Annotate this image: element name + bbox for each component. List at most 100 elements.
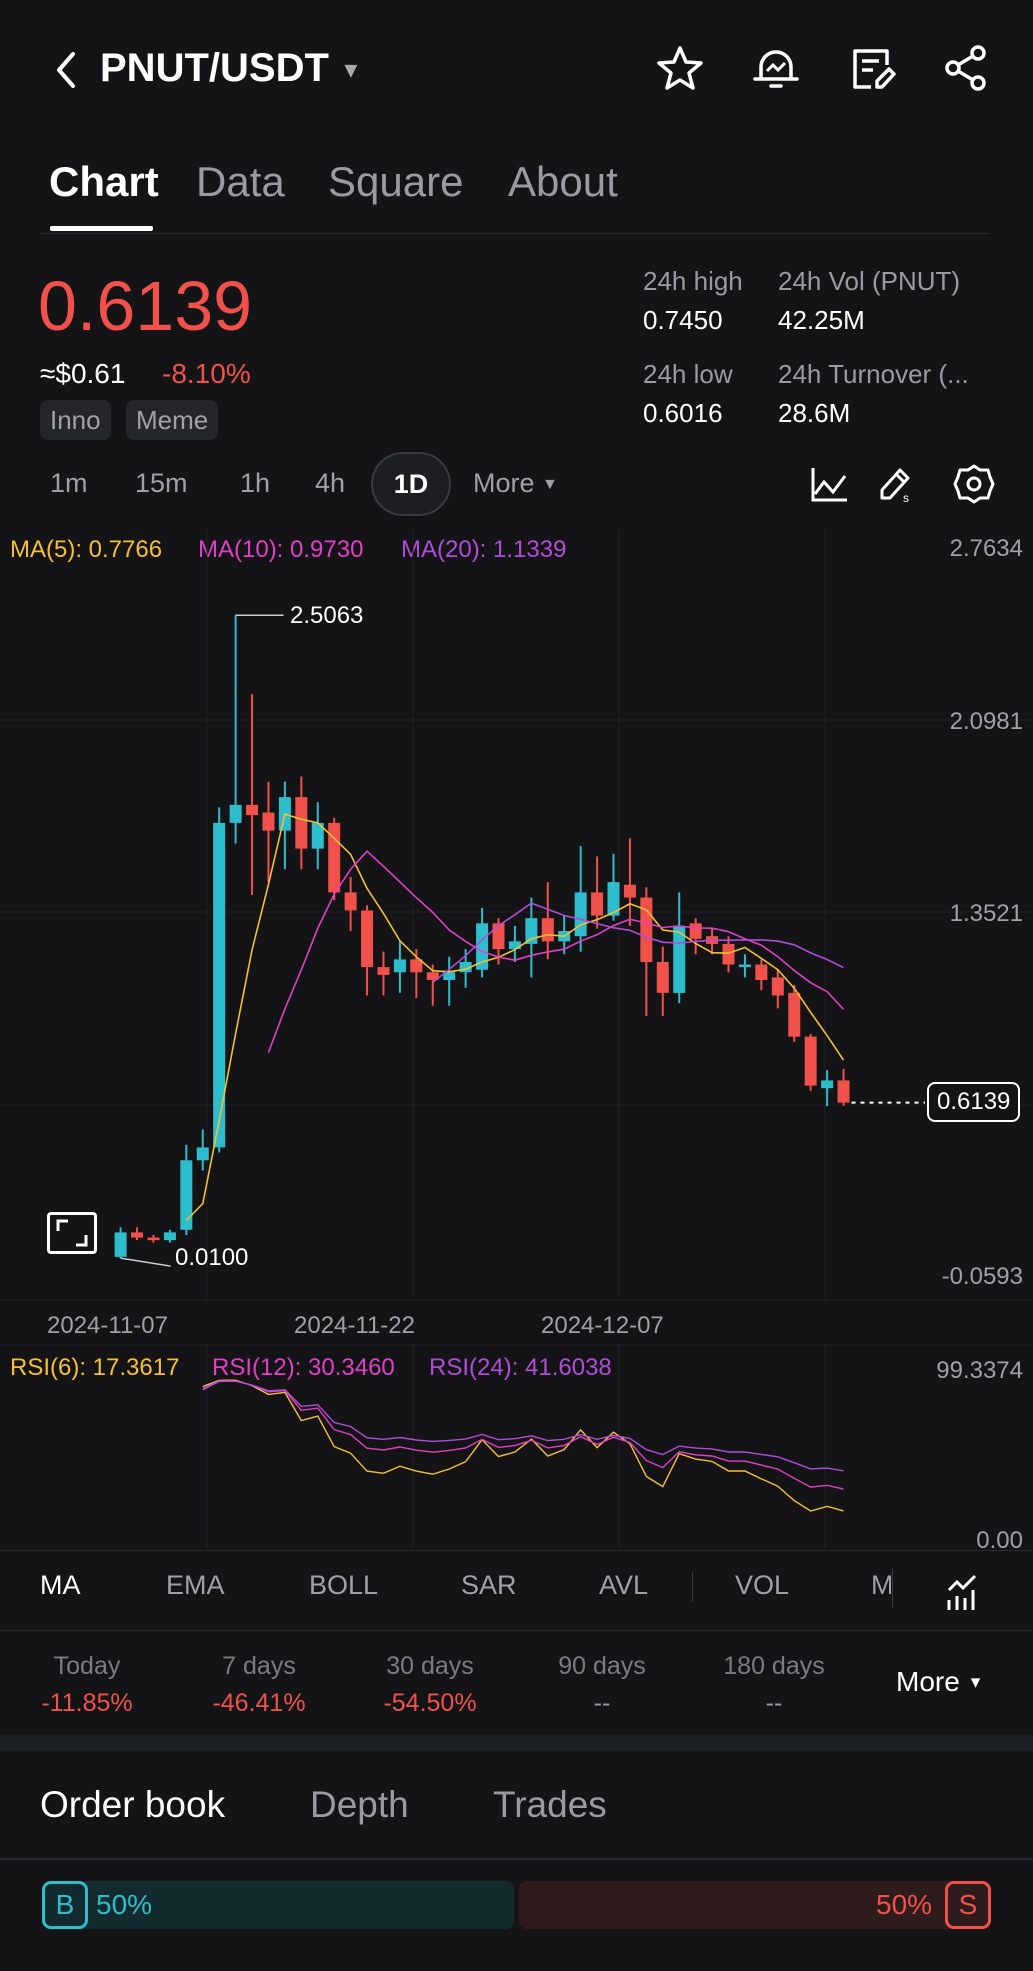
interval-1h[interactable]: 1h	[240, 468, 271, 498]
change-value: -46.41%	[212, 1689, 306, 1717]
tab-about[interactable]: About	[508, 158, 618, 205]
tab-depth[interactable]: Depth	[310, 1784, 409, 1825]
candle-body	[525, 918, 538, 944]
notes-button[interactable]	[846, 42, 898, 94]
interval-more[interactable]: More ▼	[473, 468, 558, 499]
x-tick: 2024-11-07	[47, 1312, 168, 1339]
indicator-settings-button[interactable]	[937, 1566, 989, 1618]
change-value: --	[765, 1689, 783, 1717]
candle-body	[262, 812, 275, 831]
tab-trades[interactable]: Trades	[493, 1784, 607, 1825]
sell-ratio-bar	[519, 1881, 991, 1929]
ma20-line	[432, 902, 844, 984]
max-price-label: 2.5063	[290, 602, 364, 629]
indicator-divider-top	[0, 1550, 1033, 1551]
ma10-legend: MA(10): 0.9730	[198, 536, 364, 563]
interval-4h[interactable]: 4h	[315, 468, 346, 498]
change-value: --	[593, 1689, 611, 1717]
candle-body	[476, 923, 489, 970]
expand-icon	[56, 1219, 88, 1247]
indicator-separator	[692, 1572, 693, 1602]
candle-body	[295, 797, 308, 849]
tab-square[interactable]: Square	[328, 158, 464, 205]
candle-body	[163, 1232, 176, 1241]
tab-data[interactable]: Data	[196, 158, 285, 205]
candle-body	[377, 967, 390, 975]
tab-chart-underline	[50, 226, 153, 231]
indicator-separator	[892, 1568, 893, 1608]
indicator-sar[interactable]: SAR	[461, 1570, 517, 1600]
min-price-label: 0.0100	[175, 1244, 249, 1271]
changes-more-button[interactable]: More ▼	[896, 1666, 983, 1698]
candle-body	[393, 959, 406, 973]
price-alert-button[interactable]	[750, 42, 802, 94]
rsi12-line	[202, 1380, 844, 1490]
tag-meme[interactable]: Meme	[126, 400, 219, 440]
candle-body	[311, 822, 324, 849]
pair-selector[interactable]: PNUT/USDT ▼	[100, 46, 362, 91]
interval-15m[interactable]: 15m	[135, 468, 188, 498]
share-button[interactable]	[940, 42, 992, 94]
chart-type-button[interactable]	[803, 458, 855, 510]
usd-price: ≈$0.61	[40, 358, 126, 389]
change-value: -11.85%	[41, 1689, 133, 1717]
tag-inno[interactable]: Inno	[40, 400, 111, 440]
candle-body	[574, 892, 587, 937]
indicator-avl[interactable]: AVL	[599, 1570, 649, 1600]
interval-1m[interactable]: 1m	[50, 468, 88, 498]
low-label: 24h low	[643, 359, 733, 389]
low-value: 0.6016	[643, 398, 723, 428]
candle-body	[788, 992, 801, 1037]
rsi-y-tick: 0.00	[976, 1527, 1023, 1554]
candle-body	[821, 1080, 834, 1089]
ma20-legend: MA(20): 1.1339	[401, 536, 567, 563]
rsi24-legend: RSI(24): 41.6038	[429, 1354, 612, 1381]
interval-1d[interactable]: 1D	[371, 452, 451, 516]
candle-body	[771, 977, 784, 996]
candle-body	[213, 822, 226, 1148]
change-label: Today	[53, 1652, 121, 1680]
turnover-value: 28.6M	[778, 398, 851, 428]
change-label: 180 days	[723, 1652, 825, 1680]
indicator-chart-icon	[947, 1574, 977, 1610]
candle-body	[196, 1147, 209, 1161]
candlestick-chart[interactable]	[0, 0, 1033, 1560]
indicator-ma[interactable]: MA	[40, 1570, 81, 1600]
fullscreen-button[interactable]	[47, 1212, 97, 1254]
price-alert-icon	[753, 50, 799, 88]
orderbook-divider	[0, 1858, 1033, 1860]
change-today: Today -11.85%	[12, 1652, 162, 1718]
indicator-boll[interactable]: BOLL	[309, 1570, 379, 1600]
favorite-button[interactable]	[654, 42, 706, 94]
turnover-label: 24h Turnover (...	[778, 359, 969, 389]
candle-body	[246, 804, 259, 816]
candle-body	[147, 1237, 160, 1241]
last-price-tag: 0.6139	[927, 1082, 1021, 1122]
chart-settings-button[interactable]	[948, 458, 1000, 510]
last-price: 0.6139	[38, 267, 253, 345]
tab-chart[interactable]: Chart	[49, 158, 159, 205]
min-price-pointer	[120, 1257, 171, 1267]
change-180d: 180 days --	[699, 1652, 849, 1718]
caret-down-icon: ▼	[340, 57, 362, 83]
indicator-ema[interactable]: EMA	[166, 1570, 225, 1600]
y-tick: 2.0981	[949, 708, 1023, 735]
ma5-line	[185, 813, 845, 1222]
rsi6-line	[202, 1379, 844, 1512]
indicator-vol[interactable]: VOL	[735, 1570, 790, 1600]
changes-more-label: More	[896, 1666, 960, 1697]
candle-body	[361, 910, 374, 968]
back-icon	[57, 52, 75, 88]
candle-body	[492, 923, 505, 950]
sell-badge: S	[945, 1881, 991, 1929]
change-value: -54.50%	[383, 1689, 477, 1717]
rsi12-legend: RSI(12): 30.3460	[212, 1354, 395, 1381]
star-icon	[657, 46, 703, 90]
change-30d: 30 days -54.50%	[355, 1652, 505, 1718]
back-button[interactable]	[40, 44, 92, 96]
drawing-tool-button[interactable]: s	[870, 458, 922, 510]
tab-order-book[interactable]: Order book	[40, 1784, 226, 1825]
sell-percent: 50%	[876, 1889, 933, 1920]
indicator-more-truncated[interactable]: M	[871, 1570, 891, 1600]
line-chart-icon	[811, 468, 847, 502]
